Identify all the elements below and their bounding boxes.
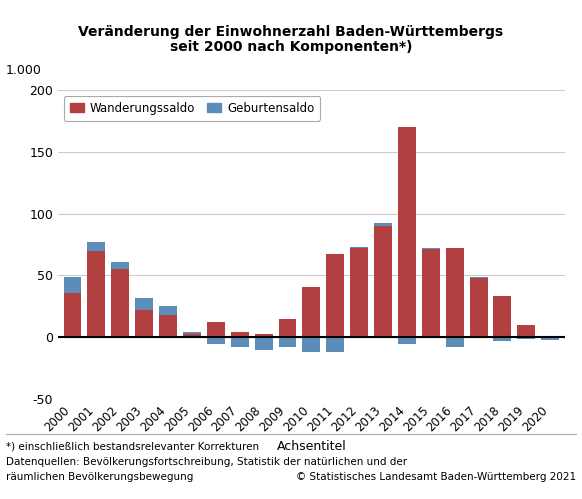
Bar bbox=[517, 337, 535, 338]
Bar bbox=[350, 247, 368, 248]
Bar bbox=[183, 334, 201, 337]
Bar bbox=[111, 262, 129, 269]
Legend: Wanderungssaldo, Geburtensaldo: Wanderungssaldo, Geburtensaldo bbox=[64, 96, 321, 121]
Bar bbox=[255, 334, 272, 337]
Bar bbox=[470, 278, 488, 337]
Text: 1.000: 1.000 bbox=[6, 64, 42, 77]
Text: räumlichen Bevölkerungsbewegung: räumlichen Bevölkerungsbewegung bbox=[6, 472, 193, 482]
Bar bbox=[446, 248, 464, 337]
Bar bbox=[303, 337, 320, 352]
Bar bbox=[87, 250, 105, 337]
Bar bbox=[494, 337, 512, 341]
Bar bbox=[135, 310, 153, 337]
Bar bbox=[446, 337, 464, 347]
Bar bbox=[422, 248, 440, 250]
Bar bbox=[517, 325, 535, 337]
Bar bbox=[374, 226, 392, 337]
Text: © Statistisches Landesamt Baden-Württemberg 2021: © Statistisches Landesamt Baden-Württemb… bbox=[296, 472, 576, 482]
Text: Datenquellen: Bevölkerungsfortschreibung, Statistik der natürlichen und der: Datenquellen: Bevölkerungsfortschreibung… bbox=[6, 457, 407, 467]
Bar bbox=[159, 306, 177, 315]
Bar bbox=[350, 248, 368, 337]
Bar bbox=[470, 276, 488, 278]
Bar bbox=[230, 337, 249, 347]
Bar bbox=[207, 337, 225, 343]
Bar bbox=[279, 319, 296, 337]
Bar bbox=[422, 250, 440, 337]
Bar bbox=[207, 322, 225, 337]
Bar bbox=[541, 337, 559, 340]
Text: seit 2000 nach Komponenten*): seit 2000 nach Komponenten*) bbox=[170, 40, 412, 54]
Bar bbox=[111, 269, 129, 337]
Bar bbox=[63, 276, 81, 293]
Bar bbox=[87, 242, 105, 250]
Bar bbox=[327, 254, 344, 337]
Bar bbox=[327, 337, 344, 352]
Bar bbox=[230, 332, 249, 337]
Text: Veränderung der Einwohnerzahl Baden-Württembergs: Veränderung der Einwohnerzahl Baden-Würt… bbox=[79, 25, 503, 39]
Bar bbox=[183, 332, 201, 334]
Bar bbox=[303, 286, 320, 337]
Bar bbox=[398, 127, 416, 337]
Text: *) einschließlich bestandsrelevanter Korrekturen: *) einschließlich bestandsrelevanter Kor… bbox=[6, 442, 259, 452]
Bar bbox=[159, 315, 177, 337]
Bar bbox=[63, 293, 81, 337]
Bar bbox=[494, 296, 512, 337]
Bar bbox=[374, 224, 392, 226]
Bar bbox=[398, 337, 416, 343]
Bar bbox=[135, 298, 153, 310]
X-axis label: Achsentitel: Achsentitel bbox=[276, 440, 346, 453]
Bar bbox=[279, 337, 296, 347]
Bar bbox=[255, 337, 272, 350]
